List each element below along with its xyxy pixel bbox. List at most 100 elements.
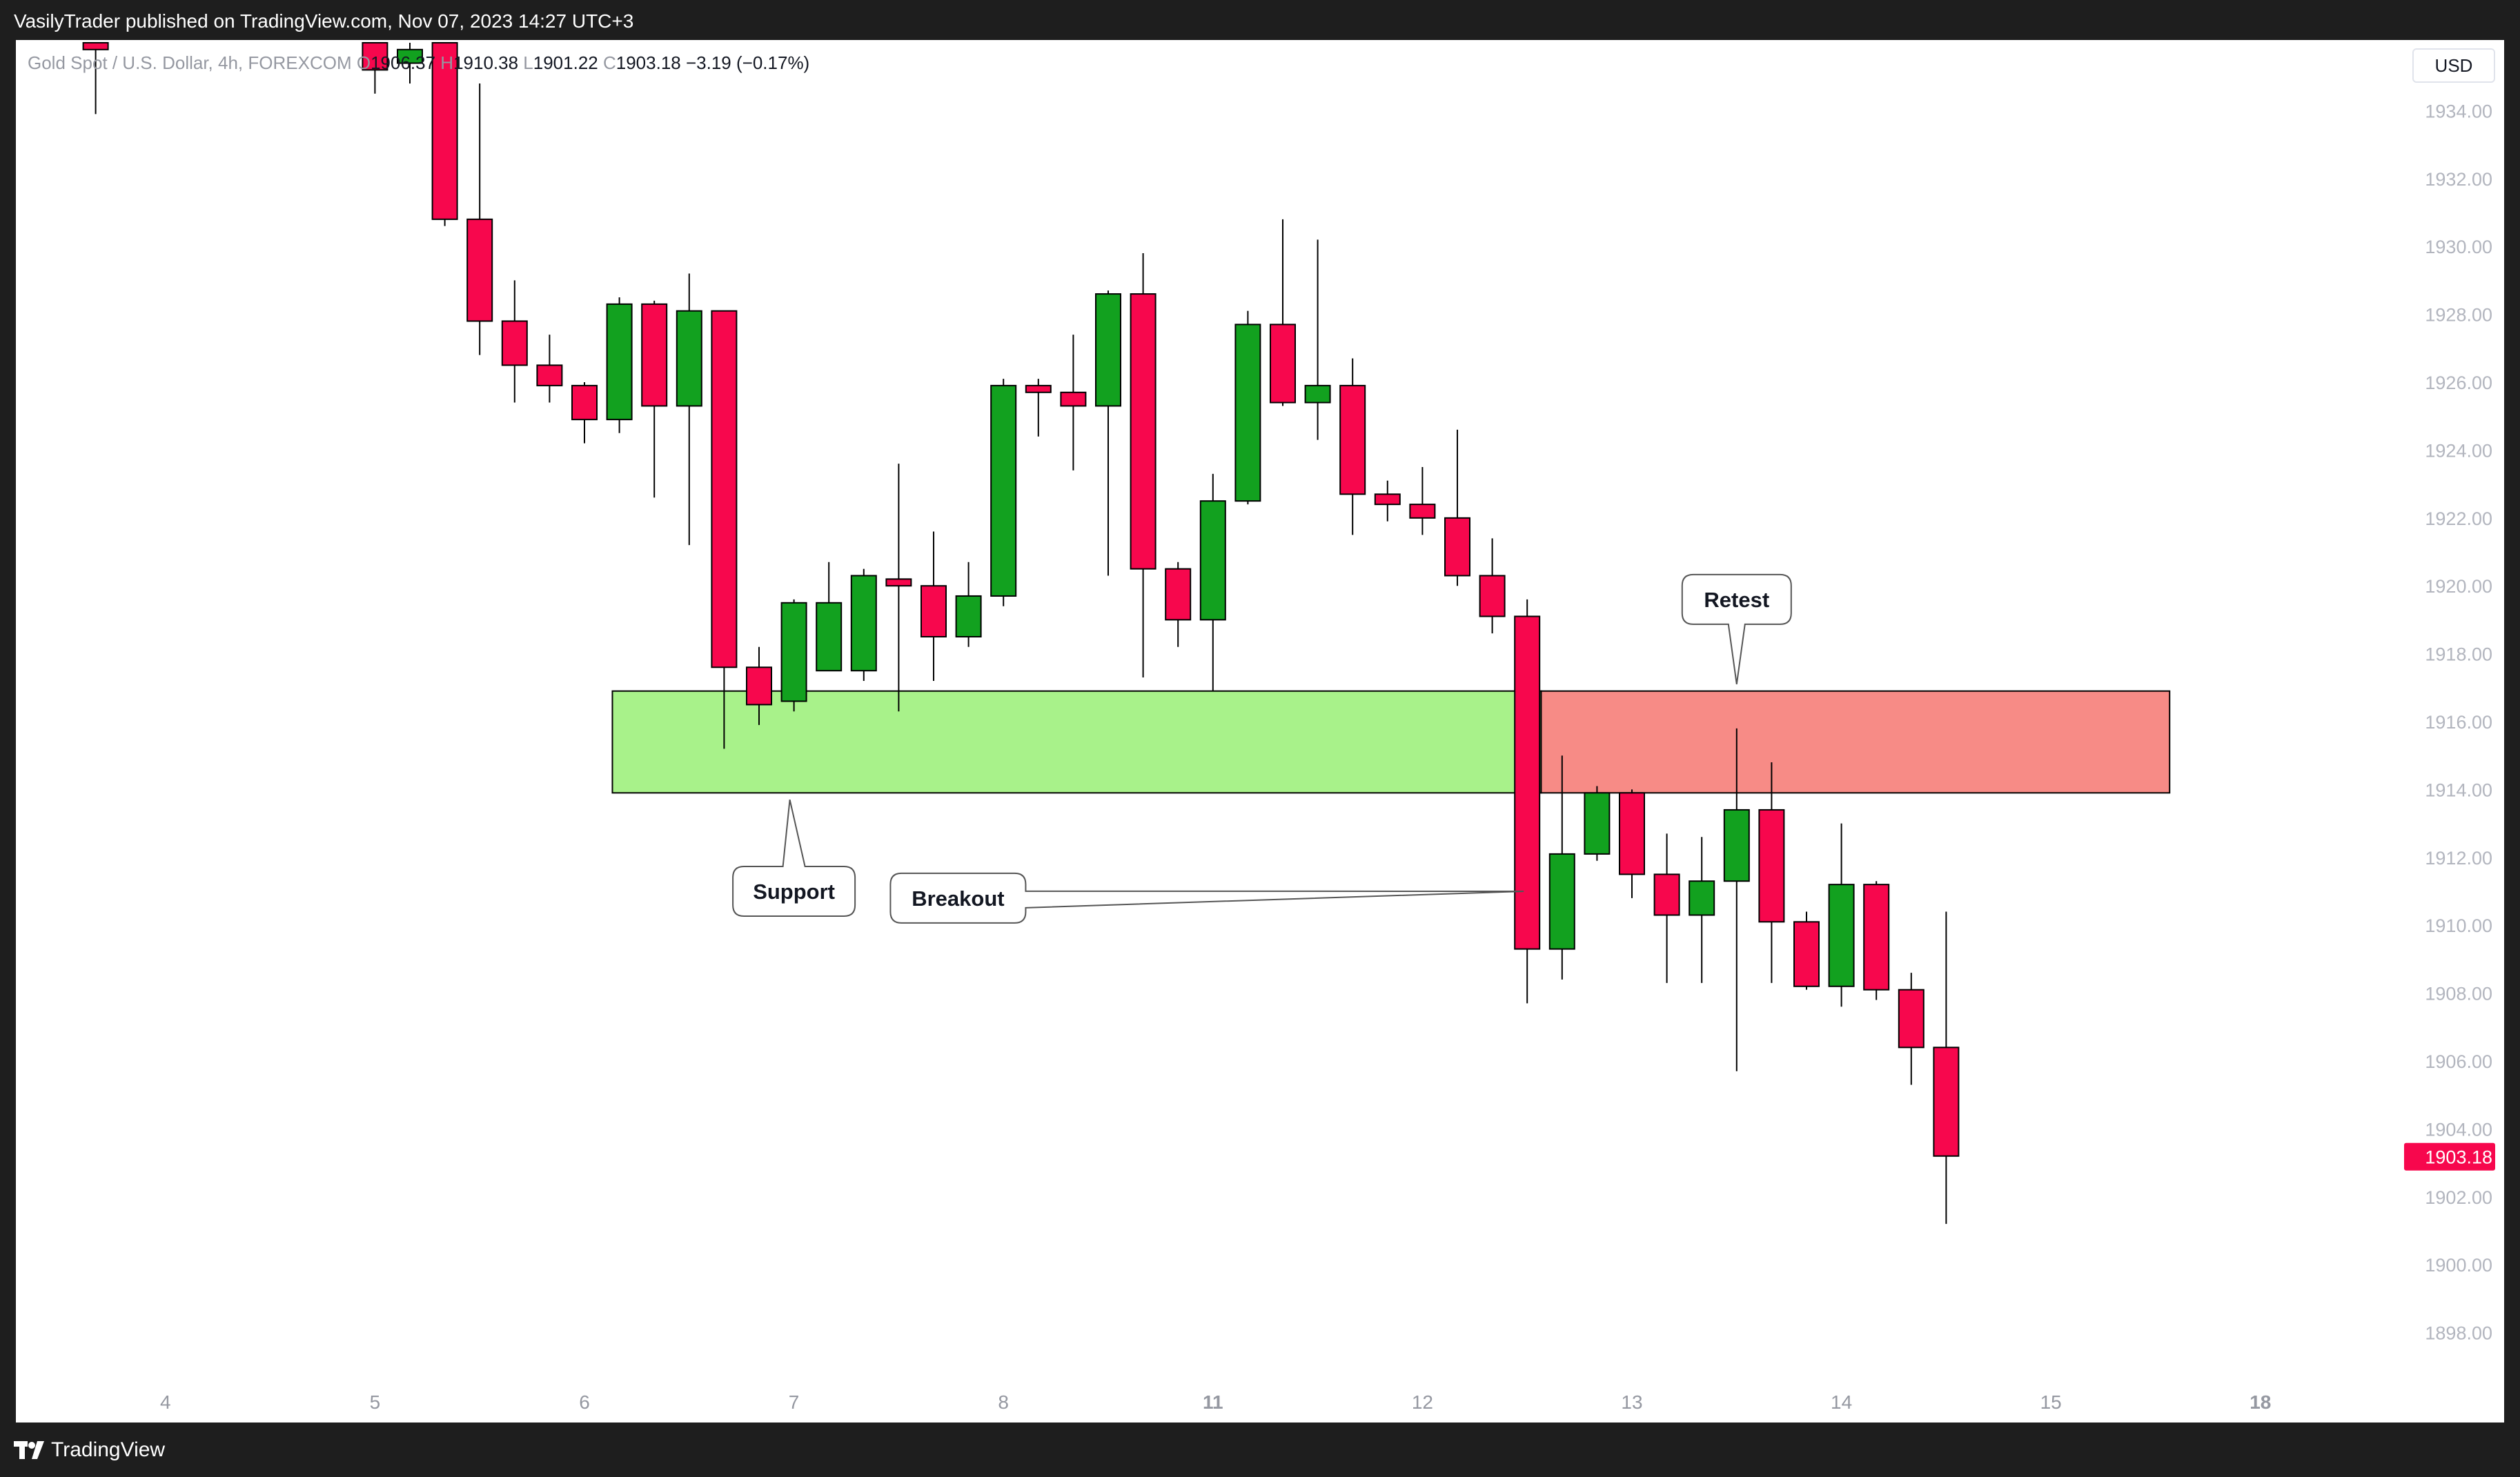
time-tick-label: 6	[579, 1391, 590, 1413]
time-tick-label: 11	[1203, 1391, 1223, 1413]
time-axis: 4 5 6 7 8 11 12 13 14 15 18	[160, 1391, 2271, 1413]
candle-body-up	[1548, 853, 1575, 950]
candle	[431, 42, 458, 226]
breakout-callout: Breakout	[889, 872, 1524, 924]
candle	[1199, 473, 1226, 691]
last-price-label: 1903.18	[2425, 1147, 2492, 1168]
candle	[1025, 379, 1052, 437]
candle-body-down	[431, 42, 458, 220]
candle	[1689, 837, 1715, 983]
price-tick-label: 1934.00	[2425, 101, 2492, 121]
price-tick-label: 1910.00	[2425, 915, 2492, 936]
candle	[1444, 429, 1470, 586]
candle	[1758, 762, 1785, 983]
price-tick-label: 1900.00	[2425, 1255, 2492, 1276]
candle-body-down	[1339, 384, 1366, 495]
candle	[1584, 786, 1611, 861]
candle-body-up	[780, 602, 807, 702]
callout-bubble	[1681, 573, 1792, 685]
callout-bubble	[889, 872, 1524, 924]
candle-body-down	[1270, 324, 1296, 404]
candle-body-down	[362, 42, 388, 71]
candle-body-down	[1374, 493, 1401, 506]
callout-bubble	[732, 799, 856, 917]
candle-body-down	[641, 303, 668, 407]
zones-layer	[611, 690, 2171, 794]
candle	[82, 42, 109, 115]
low-value: 1901.22	[533, 52, 598, 73]
price-tick-label: 1928.00	[2425, 305, 2492, 326]
candle-body-up	[1723, 809, 1750, 882]
time-tick-label: 18	[2250, 1391, 2271, 1413]
candle	[1095, 290, 1121, 576]
candle-body-down	[1444, 517, 1470, 577]
candle-body-up	[1828, 884, 1855, 987]
candle-body-down	[466, 218, 493, 322]
candle	[1828, 823, 1855, 1007]
candle	[921, 531, 947, 681]
price-tick-label: 1904.00	[2425, 1119, 2492, 1140]
candle-body-down	[501, 320, 528, 366]
tradingview-logo-icon[interactable]	[14, 1440, 48, 1460]
top-banner: VasilyTrader published on TradingView.co…	[0, 0, 2520, 40]
candle	[885, 464, 912, 712]
tradingview-brand[interactable]: TradingView	[51, 1438, 166, 1461]
candle	[1514, 599, 1541, 1004]
candle-body-up	[955, 595, 982, 638]
candle-body-down	[921, 585, 947, 638]
candle-body-down	[885, 578, 912, 587]
candle	[711, 310, 738, 749]
callout-label: Breakout	[912, 886, 1004, 911]
price-tick-label: 1906.00	[2425, 1051, 2492, 1072]
candles-layer	[82, 42, 1960, 1225]
callout-label: Support	[753, 880, 835, 904]
candle	[571, 382, 598, 444]
change-value: −3.19 (−0.17%)	[685, 52, 810, 73]
candle-body-down	[1165, 568, 1192, 621]
price-tick-label: 1898.00	[2425, 1323, 2492, 1344]
candle	[1374, 480, 1401, 522]
candle	[606, 297, 633, 433]
candle	[746, 646, 772, 725]
open-value: 1906.37	[371, 52, 436, 73]
candle-body-down	[1898, 989, 1925, 1049]
candle	[990, 379, 1017, 606]
candle	[1619, 789, 1645, 898]
symbol-name: Gold Spot / U.S. Dollar, 4h, FOREXCOM	[28, 52, 352, 73]
candle-body-up	[850, 575, 877, 672]
price-tick-label: 1932.00	[2425, 169, 2492, 190]
time-tick-label: 12	[1412, 1391, 1433, 1413]
candle	[1723, 728, 1750, 1071]
candle-body-down	[1409, 504, 1436, 519]
candle-body-down	[1933, 1047, 1960, 1157]
price-tick-label: 1926.00	[2425, 373, 2492, 393]
price-tick-label: 1918.00	[2425, 644, 2492, 665]
candle	[1479, 538, 1506, 634]
candle	[501, 280, 528, 403]
candle-body-down	[536, 364, 563, 386]
candle-body-down	[1619, 792, 1645, 875]
candle-body-down	[82, 42, 109, 50]
candle	[1165, 562, 1192, 647]
last-price-badge	[2404, 1142, 2495, 1171]
candle-body-down	[746, 666, 772, 706]
time-tick-label: 15	[2040, 1391, 2062, 1413]
price-tick-label: 1914.00	[2425, 780, 2492, 800]
time-tick-label: 8	[998, 1391, 1009, 1413]
candle-body-down	[1514, 615, 1541, 950]
candle-body-down	[1060, 391, 1087, 407]
candle	[362, 42, 388, 94]
candle	[1933, 911, 1960, 1225]
candle	[1130, 253, 1156, 678]
currency-button[interactable]: USD	[2412, 48, 2495, 83]
candle-body-down	[1793, 921, 1820, 987]
price-axis: 1898.00 1900.00 1902.00 1904.00 1906.00 1908.…	[2404, 101, 2495, 1344]
candle	[1409, 467, 1436, 535]
support-zone	[611, 690, 1542, 794]
close-label: C	[602, 52, 616, 73]
time-tick-label: 13	[1621, 1391, 1642, 1413]
candle	[1060, 335, 1087, 470]
candle-body-up	[816, 602, 843, 672]
time-tick-label: 14	[1831, 1391, 1852, 1413]
